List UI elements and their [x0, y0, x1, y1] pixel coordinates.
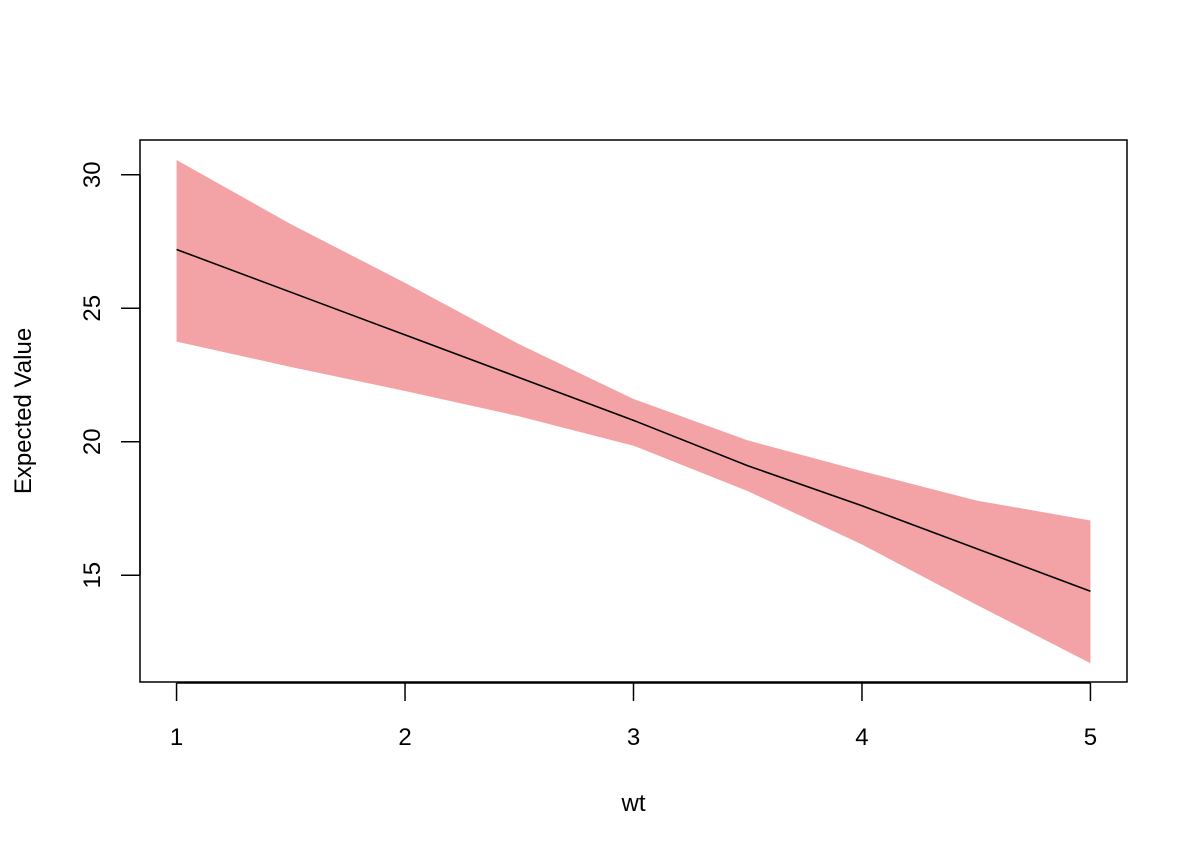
line-layer — [176, 248, 1091, 592]
x-axis-title: wt — [621, 790, 646, 817]
x-axis: 1 2 3 4 5 — [170, 682, 1097, 751]
y-tick-label: 15 — [79, 562, 106, 589]
confidence-band — [176, 160, 1091, 664]
y-axis-title: Expected Value — [10, 328, 37, 494]
y-axis: 15 20 25 30 — [79, 161, 141, 589]
x-tick-label: 4 — [855, 724, 868, 751]
x-tick-label: 3 — [627, 724, 640, 751]
x-tick-label: 1 — [170, 724, 183, 751]
confidence-band-layer — [176, 160, 1091, 664]
x-tick-label: 2 — [398, 724, 411, 751]
y-tick-label: 20 — [79, 428, 106, 455]
y-tick-label: 25 — [79, 295, 106, 322]
x-tick-label: 5 — [1084, 724, 1097, 751]
series-line-0 — [176, 248, 1091, 592]
y-tick-label: 30 — [79, 161, 106, 188]
